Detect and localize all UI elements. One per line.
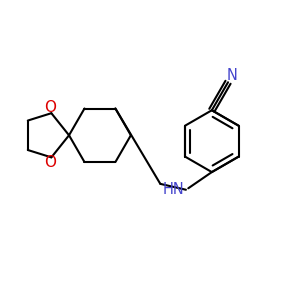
Text: O: O <box>44 155 56 170</box>
Text: N: N <box>226 68 237 83</box>
Text: HN: HN <box>163 182 184 197</box>
Text: O: O <box>44 100 56 116</box>
